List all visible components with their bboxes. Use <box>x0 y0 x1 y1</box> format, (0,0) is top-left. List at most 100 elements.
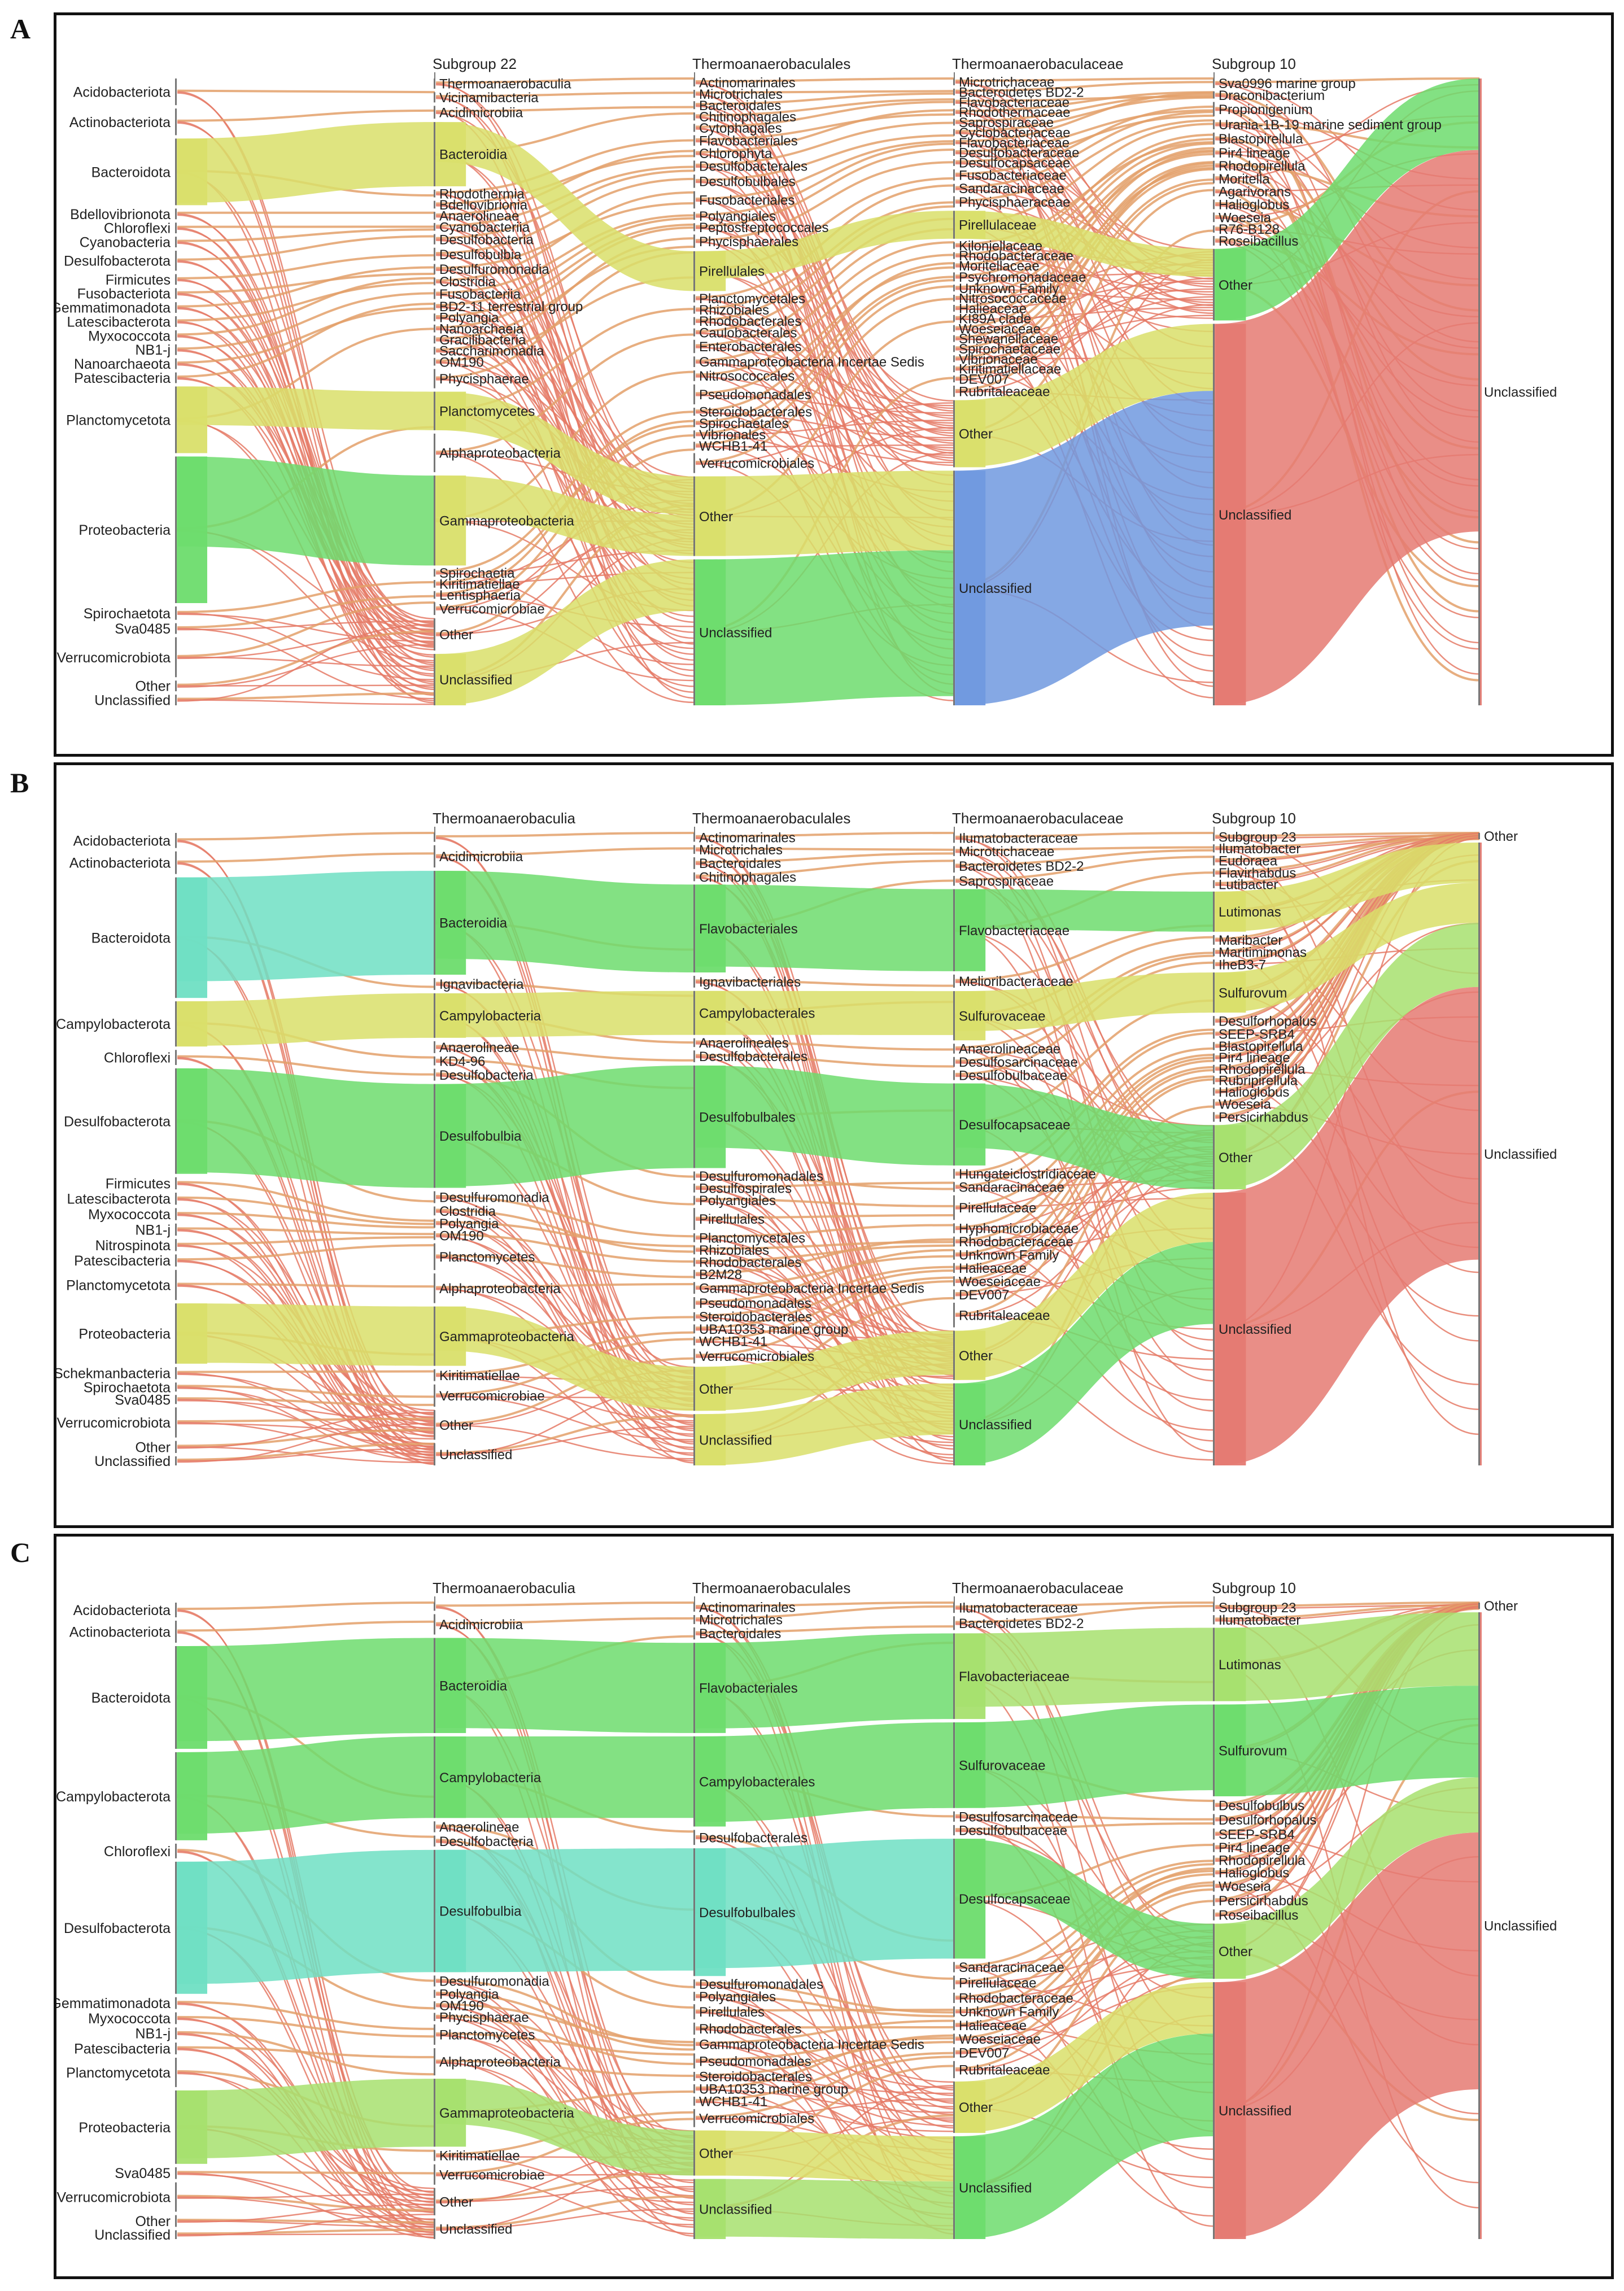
flow-ribbon <box>1216 883 1479 1013</box>
links-layer <box>177 1601 1480 2239</box>
flow-ribbon <box>1216 1832 1479 2239</box>
node-bar <box>953 1236 955 1247</box>
node-bar <box>434 313 435 321</box>
node-bar <box>434 289 435 299</box>
node-label: Eudoraea <box>1219 854 1278 869</box>
node-bar <box>953 846 955 856</box>
node-label: Other <box>699 1382 733 1397</box>
node-bar <box>693 2022 695 2035</box>
node-label: WCHB1-41 <box>699 439 767 454</box>
node-block <box>1214 324 1246 705</box>
node-bar <box>1213 147 1215 158</box>
node-label: Desulfobulbales <box>699 1110 796 1125</box>
flow-line <box>435 411 695 573</box>
node-bar <box>693 476 695 556</box>
column-header: Thermoanaerobaculia <box>433 1579 575 1596</box>
node-label: Flavobacteriales <box>699 134 798 149</box>
flow-line <box>435 847 695 857</box>
flow-ribbon <box>1216 843 1479 932</box>
flow-line <box>695 77 955 83</box>
node-label: Woeseia <box>1219 1879 1272 1895</box>
node-label: Anaerolineaceae <box>959 1042 1060 1057</box>
flow-line <box>695 1249 955 1303</box>
node-label: OM190 <box>439 1229 484 1244</box>
node-bar <box>953 184 955 193</box>
node-bar <box>693 384 695 405</box>
node-label: Desulfobacterales <box>699 159 807 174</box>
node-bar <box>693 845 695 854</box>
node-label: Gammaproteobacteria Incertae Sedis <box>699 2037 924 2052</box>
node-bar <box>693 1830 695 1845</box>
node-label: Unclassified <box>439 673 512 688</box>
flow-ribbon <box>178 1849 435 1984</box>
node-bar <box>953 859 955 873</box>
node-bar <box>434 1306 435 1366</box>
node-block <box>435 475 466 566</box>
flow-line <box>177 2015 435 2038</box>
node-label: WCHB1-41 <box>699 2094 767 2109</box>
flow-line <box>955 1605 1215 1624</box>
node-bar <box>1213 225 1215 233</box>
node-label: Unclassified <box>959 1417 1032 1433</box>
node-bar <box>693 833 695 842</box>
flow-line <box>177 2194 435 2211</box>
flow-ribbon <box>1216 78 1479 321</box>
flow-ribbon <box>956 889 1214 932</box>
flow-ribbon <box>1216 1777 1479 1979</box>
node-label: DEV007 <box>959 372 1009 387</box>
node-label: Verrucomicrobiota <box>57 2190 171 2206</box>
flow-ribbon <box>696 990 954 1035</box>
node-bar <box>434 302 435 311</box>
node-bar <box>953 252 955 259</box>
nodes-layer: Acidobacteriota Actinobacteriota Bacteroid… <box>56 1579 1557 2243</box>
node-bar <box>434 602 435 616</box>
node-bar <box>693 1269 695 1279</box>
flow-line <box>695 1043 955 1332</box>
flow-line <box>1215 1601 1480 1608</box>
node-label: Pseudomonadales <box>699 1296 811 1311</box>
node-bar <box>175 1382 177 1392</box>
flow-ribbon <box>436 2079 695 2176</box>
node-block <box>954 400 986 468</box>
node-bar <box>953 876 955 886</box>
node-label: Sulfurovum <box>1219 985 1287 1001</box>
flow-line <box>955 1069 1215 1281</box>
node-label: Sva0485 <box>115 2166 171 2181</box>
flow-line <box>695 1288 955 1336</box>
node-label: Pseudomonadales <box>699 387 811 403</box>
node-label: Gammaproteobacteria Incertae Sedis <box>699 1281 924 1296</box>
flow-line <box>435 1424 695 1460</box>
flow-ribbon <box>178 386 435 430</box>
flow-line <box>695 271 955 417</box>
flow-line <box>695 109 955 154</box>
node-bar <box>434 1041 435 1053</box>
node-label: Polyangiales <box>699 1989 776 2005</box>
flow-line <box>435 150 695 216</box>
node-label: Maritimimonas <box>1219 945 1307 961</box>
flow-line <box>1215 77 1480 84</box>
node-bar <box>953 2020 955 2031</box>
node-block <box>1214 1193 1246 1465</box>
node-bar <box>693 2096 695 2106</box>
node-bar <box>1213 1828 1215 1840</box>
node-bar <box>434 1989 435 1998</box>
flow-ribbon <box>436 1848 695 1973</box>
node-bar <box>175 1001 177 1047</box>
node-bar <box>175 456 177 603</box>
flow-line <box>695 1241 955 1250</box>
flow-line <box>177 277 435 336</box>
flow-ribbon <box>696 2130 954 2181</box>
node-label: Sandaracinaceae <box>959 1180 1064 1195</box>
node-label: Enterobacterales <box>699 339 801 355</box>
node-block <box>435 1736 466 1818</box>
node-label: Latescibacterota <box>67 314 171 330</box>
flow-line <box>177 1428 435 1447</box>
node-block <box>435 993 466 1038</box>
node-bar <box>434 1603 435 1611</box>
node-bar <box>953 400 955 468</box>
node-label: Planctomycetes <box>439 2028 535 2043</box>
node-bar <box>175 1239 177 1251</box>
flow-line <box>695 98 955 117</box>
node-label: Sva0996 marine group <box>1219 76 1356 91</box>
node-label: Bacteroidia <box>439 147 508 163</box>
